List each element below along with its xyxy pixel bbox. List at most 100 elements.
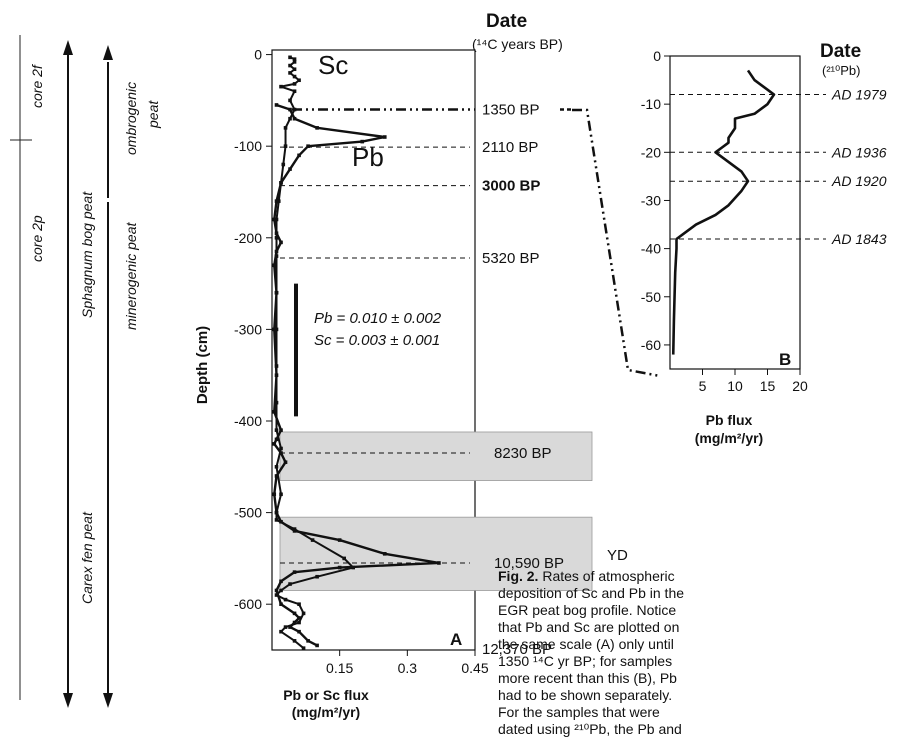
data-point-pb: [279, 451, 283, 455]
figure: core 2f core 2p Sphagnum bog peat Carex …: [10, 11, 887, 720]
y-tick-label: -200: [234, 230, 262, 246]
y-tick-label: -20: [641, 144, 661, 160]
date-label: 3000 BP: [482, 178, 540, 195]
date-header-b: Date: [820, 41, 861, 62]
data-point-pb: [297, 153, 301, 158]
data-point-pb: [288, 625, 292, 629]
data-point-sc: [288, 71, 292, 75]
data-point-pb: [272, 492, 277, 497]
data-point-pb: [274, 474, 279, 478]
data-point-pb: [306, 639, 310, 643]
data-point-sc: [288, 582, 292, 586]
data-point-sc: [292, 527, 297, 531]
data-point-sc: [292, 60, 297, 64]
arrow-down-icon: [103, 693, 113, 708]
x-tick-label: 5: [699, 378, 707, 394]
data-point-sc: [274, 400, 279, 405]
data-point-sc: [292, 639, 297, 643]
caption-line: that Pb and Sc are plotted on: [498, 619, 680, 635]
date-label: AD 1979: [831, 87, 887, 103]
data-point-pb: [288, 167, 292, 171]
data-point-sc: [297, 620, 301, 625]
data-point-sc: [315, 574, 319, 579]
panel-a: 1350 BP 2110 BP 3000 BP 5320 BP 8230 BP 10,59…: [194, 11, 628, 720]
data-point-pb: [274, 103, 279, 107]
data-point-sc: [281, 162, 286, 167]
date-label: 2110 BP: [482, 139, 538, 156]
data-point-pb: [306, 144, 310, 148]
data-point-pb: [274, 199, 279, 203]
data-point-sc: [274, 235, 279, 240]
data-point-pb: [272, 217, 277, 222]
y-tick-label: -10: [641, 96, 661, 112]
data-point-pb: [274, 373, 279, 377]
y-tick-label: -300: [234, 321, 262, 337]
date-label: 8230 BP: [494, 445, 552, 462]
data-point-pb: [274, 588, 279, 593]
data-point-sc: [301, 611, 306, 616]
x-tick-label: 0.45: [461, 660, 488, 676]
y-tick-label: -600: [234, 596, 262, 612]
data-point-sc: [274, 217, 279, 222]
date-label: 1350 BP: [482, 102, 540, 119]
data-point-sc: [283, 625, 288, 629]
y-tick-label: 0: [254, 47, 262, 63]
data-point-sc: [279, 492, 283, 497]
data-point-sc: [288, 55, 292, 60]
data-point-sc: [279, 446, 283, 451]
xlabel-a: Pb or Sc flux: [283, 687, 369, 703]
y-tick-label: 0: [653, 48, 661, 64]
y-tick-label: -30: [641, 192, 661, 208]
data-point-sc: [292, 107, 297, 112]
shaded-band: [279, 516, 593, 591]
panel-b: AD 1979 AD 1936 AD 1920 AD 1843 0 -10 -20 -30 -…: [641, 41, 887, 446]
shaded-band: [279, 431, 593, 481]
series-line-pb-recent: [671, 69, 776, 355]
caption-fig-label: Fig. 2.: [498, 568, 539, 584]
data-point-pb: [274, 510, 279, 515]
data-point-pb: [315, 126, 319, 130]
data-point-sc: [288, 116, 292, 121]
x-tick-label: 0.3: [398, 660, 418, 676]
caption-line: 1350 ¹⁴C yr BP; for samples: [498, 653, 673, 669]
data-point-pb: [382, 135, 387, 139]
y-tick-label: -50: [641, 289, 661, 305]
arrow-up-icon: [103, 45, 113, 60]
ylabel-a: Depth (cm): [194, 326, 211, 404]
data-point-pb: [279, 579, 283, 584]
panel-b-letter: B: [779, 350, 791, 369]
series-label-sc: Sc: [318, 50, 348, 80]
bar-annotation-2: Sc = 0.003 ± 0.001: [314, 332, 440, 349]
xlabel-units-b: (mg/m²/yr): [695, 430, 763, 446]
date-header-a: Date: [486, 11, 527, 32]
data-point-sc: [288, 63, 292, 68]
minerogenic-label: minerogenic peat: [123, 221, 139, 330]
caption-line: had to be shown separately.: [498, 687, 673, 703]
caption-line: the same scale (A) only until: [498, 636, 674, 652]
panel-b-letter-bg: [775, 347, 799, 368]
data-point-sc: [274, 428, 279, 432]
x-tick-label: 20: [792, 378, 808, 394]
data-point-pb: [283, 460, 288, 465]
data-point-pb: [292, 570, 297, 574]
data-point-pb: [272, 410, 277, 414]
data-point-pb: [437, 561, 441, 565]
data-point-pb: [274, 231, 279, 236]
data-point-pb: [297, 629, 301, 634]
ombrogenic-label: ombrogenic: [123, 82, 139, 155]
date-label: AD 1936: [831, 144, 887, 160]
data-point-sc: [274, 593, 279, 597]
data-point-pb: [297, 616, 301, 620]
bar-annotation-1: Pb = 0.010 ± 0.002: [314, 310, 442, 327]
data-point-sc: [283, 126, 288, 130]
x-tick-label: 10: [727, 378, 743, 394]
data-point-sc: [297, 602, 301, 606]
data-point-sc: [301, 646, 306, 650]
x-tick-label: 0.15: [326, 660, 353, 676]
panel-connector: [572, 108, 661, 378]
data-point-sc: [342, 556, 346, 561]
data-point-pb: [337, 565, 342, 570]
data-point-sc: [276, 199, 281, 203]
arrow-down-icon: [63, 693, 73, 708]
date-label: 10,590 BP: [494, 555, 564, 572]
